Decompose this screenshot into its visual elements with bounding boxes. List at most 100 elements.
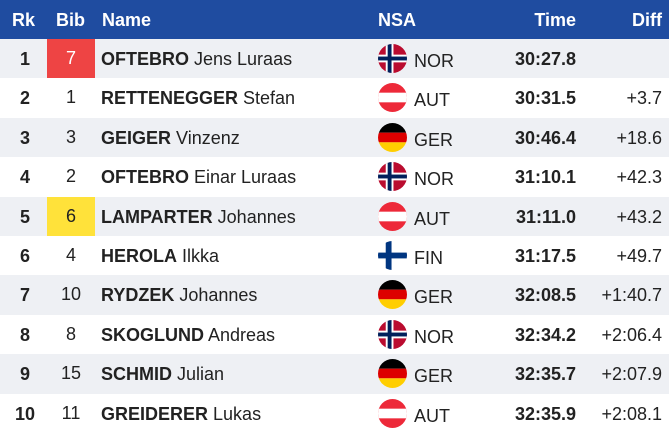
diff-cell: +2:08.1 — [601, 403, 662, 424]
athlete-surname: LAMPARTER — [101, 206, 213, 227]
athlete-first-name: Johannes — [217, 206, 296, 227]
rank-cell: 10 — [14, 403, 36, 424]
austria-flag-icon — [378, 201, 407, 231]
athlete-name[interactable]: SKOGLUND Andreas — [101, 325, 275, 346]
bib-cell: 4 — [65, 244, 76, 265]
time-cell: 32:08.5 — [514, 285, 576, 306]
bib-cell: 11 — [61, 402, 81, 423]
nsa-code: AUT — [414, 208, 450, 229]
rank-cell: 6 — [19, 245, 30, 266]
header-rank[interactable]: Rk — [12, 10, 36, 30]
nsa-code: NOR — [414, 51, 454, 71]
athlete-first-name: Einar Luraas — [194, 167, 297, 188]
table-row[interactable]: 5 6 LAMPARTER Johannes AUT 31:11.0 +43.2 — [0, 196, 669, 236]
athlete-surname: SCHMID — [101, 364, 172, 385]
athlete-surname: RETTENEGGER — [101, 88, 239, 109]
time-cell: 31:10.1 — [514, 167, 576, 188]
time-cell: 30:31.5 — [514, 88, 576, 109]
table-row[interactable]: 10 11 GREIDERER Lukas AUT 32:35.9 +2:08.1 — [0, 393, 669, 433]
table-row[interactable]: 2 1 RETTENEGGER Stefan AUT 30:31.5 +3.7 — [0, 78, 669, 118]
austria-flag-icon — [378, 398, 407, 428]
diff-cell: +18.6 — [616, 127, 662, 148]
table-row[interactable]: 3 3 GEIGER Vinzenz GER 30:46.4 +18.6 — [0, 117, 669, 158]
table-header: Rk Bib Name NSA Time Diff — [0, 0, 669, 39]
diff-cell: +2:06.4 — [601, 324, 662, 345]
table-row[interactable]: 4 2 OFTEBRO Einar Luraas NOR 31:10.1 +42.3 — [0, 157, 669, 197]
header-bib[interactable]: Bib — [56, 10, 85, 30]
athlete-surname: GEIGER — [101, 127, 172, 148]
athlete-surname: SKOGLUND — [101, 324, 204, 345]
athlete-name[interactable]: SCHMID Julian — [101, 364, 224, 385]
time-cell: 32:35.7 — [514, 364, 576, 385]
time-cell: 32:34.2 — [514, 324, 576, 345]
time-cell: 31:17.5 — [514, 245, 576, 266]
athlete-name[interactable]: GREIDERER Lukas — [101, 404, 261, 425]
rank-cell: 4 — [19, 167, 30, 188]
time-cell: 30:27.8 — [514, 49, 576, 69]
header-nsa[interactable]: NSA — [378, 10, 417, 30]
nsa-code: NOR — [414, 326, 454, 347]
time-cell: 32:35.9 — [514, 403, 576, 424]
rank-cell: 3 — [19, 127, 30, 148]
rank-cell: 7 — [19, 285, 30, 306]
bib-cell: 1 — [65, 87, 76, 108]
athlete-surname: GREIDERER — [101, 403, 209, 424]
diff-cell: +43.2 — [616, 206, 662, 227]
athlete-surname: OFTEBRO — [101, 167, 189, 188]
athlete-name[interactable]: GEIGER Vinzenz — [101, 128, 240, 149]
athlete-first-name: Ilkka — [182, 245, 220, 266]
diff-cell: +42.3 — [616, 167, 662, 188]
germany-flag-icon — [378, 122, 407, 152]
nsa-code: FIN — [414, 247, 443, 268]
diff-cell: +3.7 — [626, 88, 662, 109]
table-row[interactable]: 8 8 SKOGLUND Andreas NOR 32:34.2 +2:06.4 — [0, 314, 669, 355]
table-row[interactable]: 7 10 RYDZEK Johannes GER 32:08.5 +1:40.7 — [0, 275, 669, 315]
header-name[interactable]: Name — [102, 10, 152, 30]
rank-cell: 8 — [19, 324, 30, 345]
finland-flag-icon — [378, 240, 407, 270]
table-row[interactable]: 6 4 HEROLA Ilkka FIN 31:17.5 +49.7 — [0, 235, 669, 276]
table-body: 1 7 OFTEBRO Jens Luraas NOR 30:27.8 2 1 RETTENE… — [0, 39, 669, 433]
athlete-name[interactable]: OFTEBRO Einar Luraas — [101, 167, 296, 188]
rank-cell: 9 — [19, 364, 30, 385]
athlete-name[interactable]: RETTENEGGER Stefan — [101, 88, 295, 109]
time-cell: 31:11.0 — [515, 206, 576, 227]
bib-cell: 6 — [47, 196, 95, 236]
diff-cell: +1:40.7 — [601, 285, 662, 306]
norway-flag-icon — [378, 162, 407, 192]
nsa-code: AUT — [414, 405, 450, 426]
athlete-name[interactable]: HEROLA Ilkka — [101, 246, 219, 267]
athlete-name[interactable]: OFTEBRO Jens Luraas — [101, 49, 292, 70]
norway-flag-icon — [378, 319, 407, 349]
athlete-name[interactable]: LAMPARTER Johannes — [101, 207, 296, 228]
norway-flag-icon — [378, 44, 407, 73]
germany-flag-icon — [378, 359, 407, 389]
bib-cell: 3 — [65, 126, 76, 147]
bib-cell: 8 — [65, 323, 76, 344]
bib-cell: 15 — [60, 363, 82, 384]
time-cell: 30:46.4 — [514, 127, 576, 148]
athlete-first-name: Jens Luraas — [194, 49, 293, 69]
table-row[interactable]: 9 15 SCHMID Julian GER 32:35.7 +2:07.9 — [0, 354, 669, 394]
table-row[interactable]: 1 7 OFTEBRO Jens Luraas NOR 30:27.8 — [0, 39, 669, 79]
header-time[interactable]: Time — [534, 10, 576, 30]
athlete-name[interactable]: RYDZEK Johannes — [101, 285, 257, 306]
germany-flag-icon — [378, 280, 407, 310]
athlete-first-name: Stefan — [243, 88, 296, 109]
athlete-surname: RYDZEK — [101, 285, 175, 306]
rank-cell: 1 — [19, 49, 30, 69]
header-diff[interactable]: Diff — [632, 10, 662, 30]
nsa-code: AUT — [414, 90, 450, 111]
austria-flag-icon — [378, 83, 407, 113]
diff-cell: +49.7 — [616, 245, 662, 266]
bib-cell: 2 — [65, 166, 76, 187]
athlete-first-name: Julian — [177, 364, 225, 385]
nsa-code: GER — [414, 287, 454, 308]
rank-cell: 5 — [19, 206, 30, 227]
nsa-code: GER — [414, 366, 454, 387]
bib-cell: 10 — [60, 284, 82, 305]
nsa-code: NOR — [414, 169, 454, 190]
athlete-first-name: Vinzenz — [176, 127, 240, 148]
athlete-first-name: Johannes — [179, 285, 258, 306]
